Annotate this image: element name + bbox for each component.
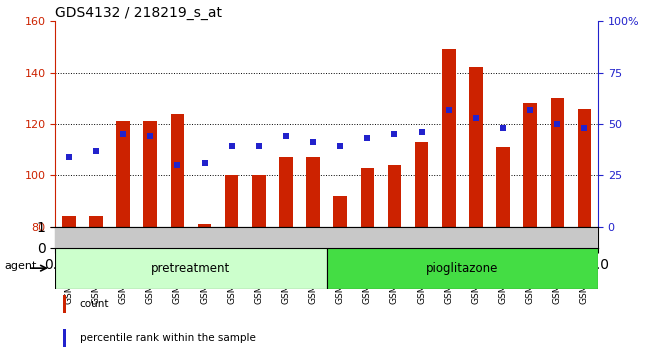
Bar	[326, 248, 598, 289]
Bar	[252, 175, 266, 227]
Bar	[578, 108, 592, 227]
Bar	[551, 98, 564, 227]
Text: count: count	[80, 299, 109, 309]
Bar	[442, 50, 456, 227]
Bar	[55, 248, 326, 289]
Bar	[306, 157, 320, 227]
Bar	[198, 224, 211, 227]
Bar	[89, 216, 103, 227]
Text: pioglitazone: pioglitazone	[426, 262, 499, 275]
Bar	[415, 142, 428, 227]
Bar	[387, 165, 401, 227]
Bar	[64, 295, 66, 313]
Bar	[496, 147, 510, 227]
Text: agent: agent	[5, 261, 37, 271]
Bar	[64, 329, 66, 348]
Bar	[333, 196, 347, 227]
Bar	[225, 175, 239, 227]
Bar	[116, 121, 130, 227]
Text: GDS4132 / 218219_s_at: GDS4132 / 218219_s_at	[55, 6, 222, 20]
Bar	[361, 167, 374, 227]
Bar	[170, 114, 184, 227]
Bar	[523, 103, 537, 227]
Bar	[144, 121, 157, 227]
Bar	[62, 216, 75, 227]
Text: percentile rank within the sample: percentile rank within the sample	[80, 333, 255, 343]
Text: pretreatment: pretreatment	[151, 262, 231, 275]
Bar	[279, 157, 293, 227]
Bar	[469, 67, 483, 227]
